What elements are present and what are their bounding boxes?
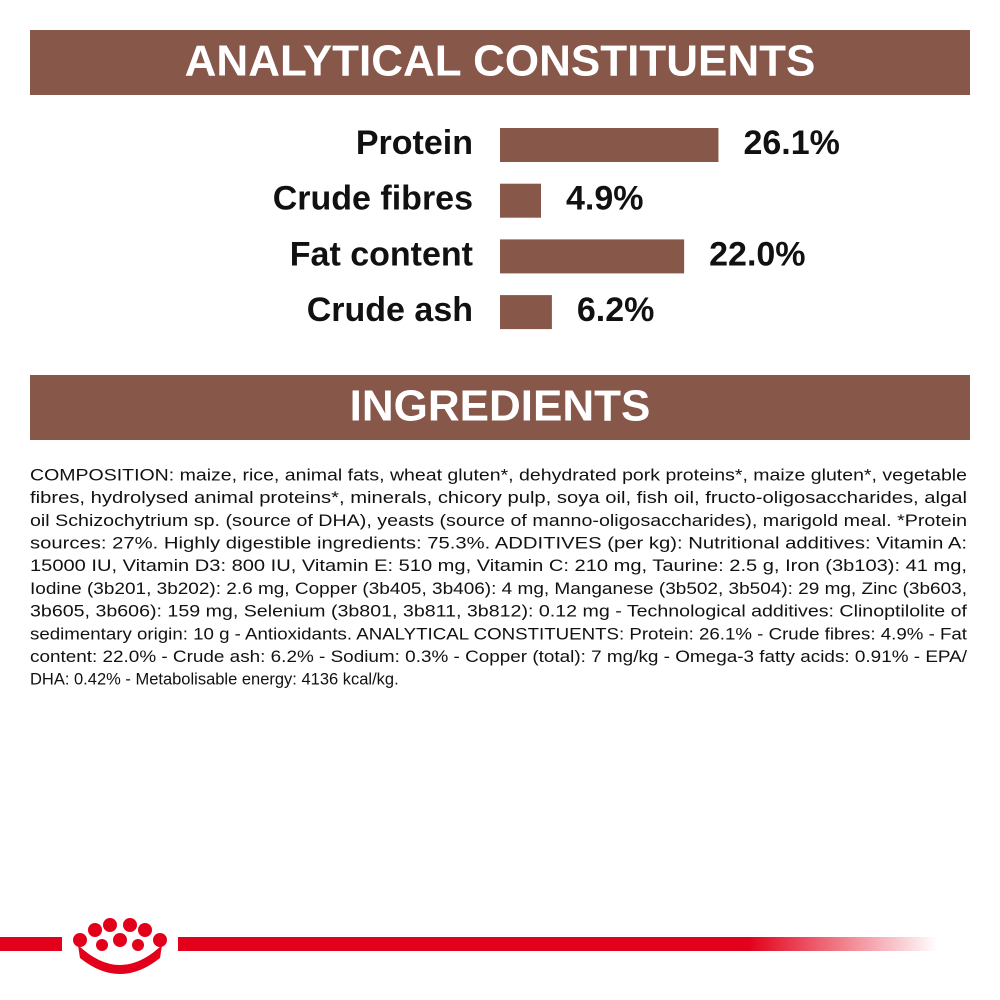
category-label: Fat content (290, 235, 473, 273)
ingredients-line: fibres, hydrolysed animal proteins*, min… (30, 489, 967, 507)
ingredients-line: DHA: 0.42% - Metabolisable energy: 4136 … (30, 671, 399, 689)
value-label: 26.1% (743, 124, 839, 162)
category-label: Crude fibres (273, 180, 473, 218)
bar (500, 295, 552, 330)
ingredients-line: COMPOSITION: maize, rice, animal fats, w… (30, 466, 967, 484)
bar (500, 128, 719, 162)
header-band (30, 30, 970, 95)
chart-title: ANALYTICAL CONSTITUENTS (185, 37, 816, 86)
value-label: 6.2% (577, 291, 655, 329)
ingredients-title: INGREDIENTS (350, 382, 651, 431)
category-label: Protein (356, 124, 473, 162)
brand-logo (0, 918, 938, 974)
ingredients-line: Iodine (3b201, 3b202): 2.6 mg, Copper (3… (30, 580, 967, 598)
header-band (30, 375, 970, 440)
bar-chart: Protein 26.1% Crude fibres 4.9% Fat content 2… (273, 124, 840, 330)
category-label: Crude ash (307, 291, 473, 329)
value-label: 4.9% (566, 180, 644, 218)
ingredients-line: oil Schizochytrium sp. (source of DHA), … (30, 512, 967, 530)
ingredients-text: COMPOSITION: maize, rice, animal fats, w… (30, 466, 967, 688)
ingredients-line: content: 22.0% - Crude ash: 6.2% - Sodiu… (30, 648, 967, 666)
ingredients-line: 15000 IU, Vitamin D3: 800 IU, Vitamin E:… (30, 557, 967, 575)
bar (500, 239, 685, 274)
ingredients-line: sedimentary origin: 10 g - Antioxidants.… (30, 625, 967, 643)
value-label: 22.0% (709, 235, 805, 273)
ingredients-line: sources: 27%. Highly digestible ingredie… (30, 534, 967, 552)
ingredients-line: 3b605, 3b606): 159 mg, Selenium (3b801, … (30, 603, 967, 621)
bar (500, 183, 542, 218)
